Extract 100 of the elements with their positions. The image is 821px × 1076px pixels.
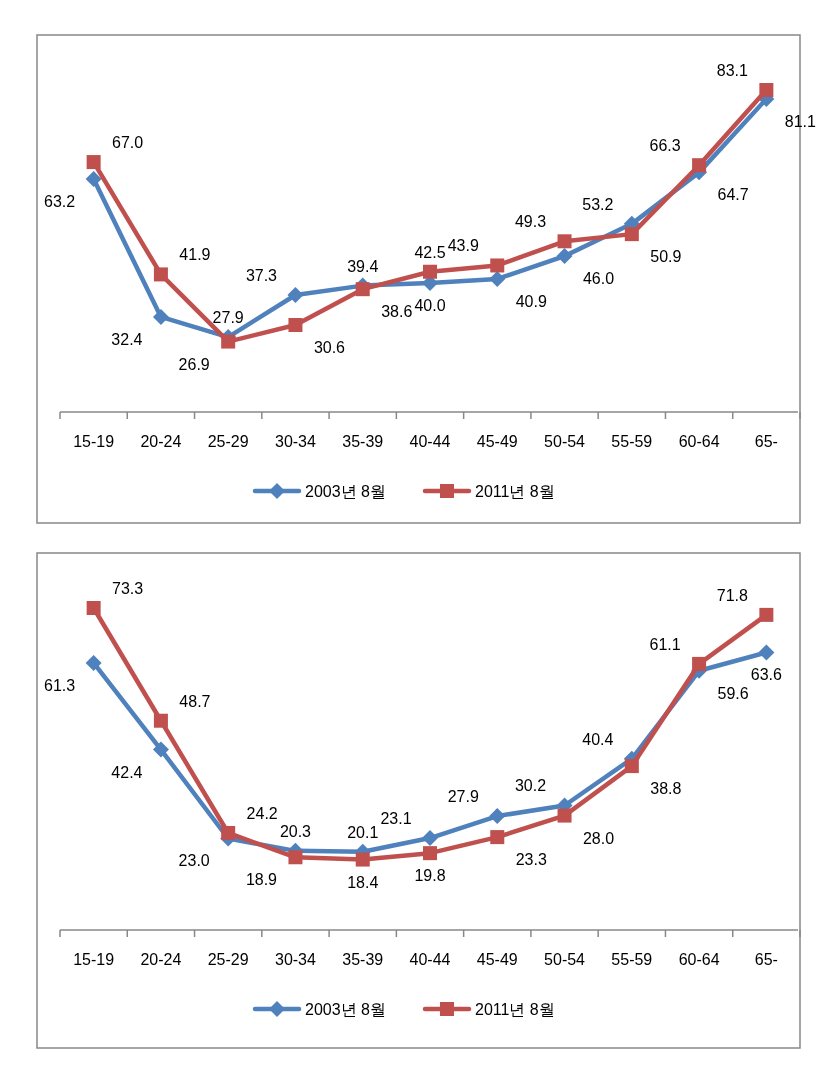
x-tick-label: 60-64 bbox=[678, 951, 720, 968]
x-tick-label: 20-24 bbox=[140, 433, 182, 450]
data-label: 81.1 bbox=[784, 112, 817, 130]
data-label: 48.7 bbox=[179, 692, 211, 710]
x-tick-label: 65- bbox=[754, 433, 778, 450]
point bbox=[288, 850, 303, 865]
x-tick-label: 30-34 bbox=[274, 433, 317, 450]
x-tick-label: 20-24 bbox=[140, 951, 182, 968]
point bbox=[85, 171, 102, 188]
data-label: 53.2 bbox=[582, 195, 614, 213]
data-label: 83.1 bbox=[716, 62, 749, 79]
x-tick-label: 55-59 bbox=[611, 433, 653, 450]
x-tick-label: 25-29 bbox=[207, 951, 249, 968]
data-label: 19.8 bbox=[414, 867, 446, 885]
point bbox=[153, 267, 168, 282]
data-label: 28.0 bbox=[582, 829, 615, 847]
data-label: 18.4 bbox=[347, 873, 379, 891]
legend-label: 2003년 8월 bbox=[305, 1001, 386, 1018]
point bbox=[152, 308, 169, 325]
point bbox=[355, 282, 370, 297]
point bbox=[152, 741, 169, 758]
x-tick-label: 45-49 bbox=[476, 433, 518, 450]
x-tick-label: 15-19 bbox=[73, 951, 115, 968]
point bbox=[624, 759, 639, 774]
data-label: 41.9 bbox=[179, 246, 211, 264]
data-label: 67.0 bbox=[112, 134, 144, 152]
data-label: 43.9 bbox=[447, 237, 479, 255]
point bbox=[624, 227, 639, 242]
data-label: 27.9 bbox=[212, 309, 244, 327]
x-tick-label: 50-54 bbox=[544, 951, 586, 968]
point bbox=[221, 825, 236, 840]
data-label: 71.8 bbox=[716, 586, 749, 604]
point bbox=[692, 656, 707, 671]
data-label: 37.3 bbox=[245, 267, 278, 285]
point bbox=[86, 155, 101, 170]
data-label: 30.2 bbox=[514, 777, 547, 795]
point bbox=[221, 334, 236, 349]
x-tick-label: 30-34 bbox=[274, 951, 317, 968]
point bbox=[557, 808, 572, 823]
x-tick-label: 35-39 bbox=[342, 951, 384, 968]
x-tick-label: 55-59 bbox=[611, 951, 653, 968]
point bbox=[490, 258, 505, 273]
data-label: 64.7 bbox=[717, 186, 749, 204]
data-label: 61.3 bbox=[44, 676, 76, 694]
point bbox=[489, 808, 506, 825]
x-tick-label: 15-19 bbox=[73, 433, 115, 450]
point bbox=[153, 713, 168, 728]
point bbox=[355, 852, 370, 867]
data-label: 39.4 bbox=[347, 257, 379, 275]
data-label: 20.3 bbox=[279, 822, 312, 840]
point bbox=[692, 158, 707, 173]
data-label: 32.4 bbox=[111, 330, 143, 348]
data-label: 40.9 bbox=[515, 292, 547, 310]
x-tick-label: 35-39 bbox=[342, 433, 384, 450]
point bbox=[489, 270, 506, 287]
x-tick-label: 65- bbox=[754, 951, 778, 968]
point bbox=[288, 318, 303, 332]
data-label: 38.8 bbox=[650, 780, 682, 798]
data-label: 23.3 bbox=[515, 851, 547, 869]
point bbox=[556, 248, 573, 265]
data-label: 40.4 bbox=[582, 730, 614, 748]
point bbox=[759, 607, 774, 622]
data-label: 49.3 bbox=[514, 213, 547, 231]
data-label: 42.5 bbox=[414, 243, 446, 261]
data-label: 42.4 bbox=[111, 763, 143, 781]
point bbox=[423, 846, 437, 861]
data-label: 46.0 bbox=[582, 270, 615, 288]
data-label: 23.0 bbox=[178, 852, 210, 870]
x-tick-label: 45-49 bbox=[476, 951, 518, 968]
data-label: 50.9 bbox=[650, 248, 682, 266]
data-label: 73.3 bbox=[112, 580, 144, 597]
point bbox=[759, 83, 774, 97]
x-tick-label: 40-44 bbox=[409, 433, 451, 450]
x-tick-label: 50-54 bbox=[544, 433, 586, 450]
data-label: 18.9 bbox=[245, 871, 278, 889]
legend-label: 2011년 8월 bbox=[475, 1001, 555, 1018]
data-label: 26.9 bbox=[178, 355, 210, 373]
x-tick-label: 25-29 bbox=[207, 433, 249, 450]
point bbox=[86, 601, 101, 615]
x-tick-label: 60-64 bbox=[678, 433, 720, 450]
point bbox=[422, 830, 438, 847]
legend-label: 2011년 8월 bbox=[475, 483, 555, 500]
point bbox=[85, 654, 102, 671]
point bbox=[490, 830, 505, 845]
data-label: 38.6 bbox=[381, 303, 413, 321]
data-label: 24.2 bbox=[246, 804, 278, 822]
data-label: 63.6 bbox=[750, 666, 783, 684]
data-label: 40.0 bbox=[414, 296, 446, 314]
point bbox=[758, 644, 775, 661]
data-label: 23.1 bbox=[380, 810, 412, 828]
data-label: 27.9 bbox=[447, 788, 479, 806]
x-tick-label: 40-44 bbox=[409, 951, 451, 968]
legend-label: 2003년 8월 bbox=[305, 483, 386, 500]
data-label: 61.1 bbox=[649, 635, 681, 653]
data-label: 20.1 bbox=[347, 823, 379, 841]
data-label: 59.6 bbox=[717, 684, 749, 702]
point bbox=[423, 264, 437, 279]
point bbox=[557, 234, 572, 249]
point bbox=[287, 287, 304, 304]
data-label: 63.2 bbox=[44, 193, 76, 211]
